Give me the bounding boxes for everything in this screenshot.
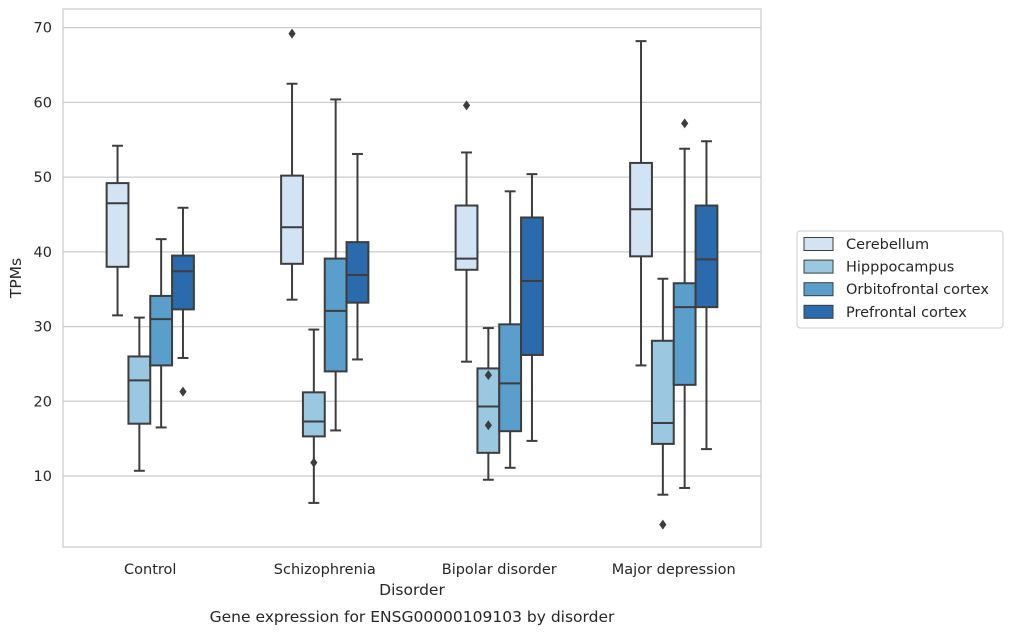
box-prefrontal-cortex <box>694 140 719 451</box>
legend: Cerebellum Hipppocampus Orbitofrontal cort… <box>796 230 1004 329</box>
outlier-point <box>179 386 187 397</box>
box-prefrontal-cortex <box>520 173 544 442</box>
box-series <box>105 28 719 530</box>
box-iqr <box>672 282 697 386</box>
y-tick-label: 40 <box>34 245 52 261</box>
outlier-point <box>484 420 492 431</box>
box-cerebellum <box>105 144 130 317</box>
box-iqr <box>498 323 523 433</box>
box-iqr <box>105 182 130 268</box>
legend-label: Hipppocampus <box>846 260 954 276</box>
gridlines <box>63 27 761 477</box>
y-tick-label: 20 <box>34 394 52 410</box>
box-iqr <box>280 174 304 265</box>
y-tick-label: 50 <box>34 170 52 186</box>
box-cerebellum <box>280 28 304 301</box>
legend-label: Orbitofrontal cortex <box>846 282 989 298</box>
outlier-point <box>288 28 296 39</box>
legend-frame <box>796 230 1004 329</box>
box-orbitofrontal-cortex <box>672 118 697 489</box>
x-tick-label: Bipolar disorder <box>442 562 557 578</box>
x-tick-label: Control <box>124 562 176 578</box>
y-tick-labels: 10 20 30 40 50 60 70 <box>34 21 52 485</box>
legend-swatch <box>803 282 834 297</box>
outlier-point <box>462 100 471 111</box>
x-tick-label: Major depression <box>612 562 736 578</box>
box-prefrontal-cortex <box>345 152 370 361</box>
x-axis-label: Disorder <box>379 581 445 599</box>
box-iqr <box>694 204 719 309</box>
box-iqr <box>127 355 152 425</box>
chart-caption: Gene expression for ENSG00000109103 by d… <box>210 608 615 626</box>
y-tick-label: 60 <box>34 95 52 111</box>
legend-label: Prefrontal cortex <box>846 305 967 321</box>
box-iqr <box>520 216 544 356</box>
box-hipppocampus <box>476 327 501 481</box>
box-iqr <box>301 391 326 438</box>
box-iqr <box>650 339 675 445</box>
y-axis-label: TPMs <box>7 258 25 299</box>
outlier-point <box>659 519 667 530</box>
box-cerebellum <box>454 100 479 363</box>
outlier-point <box>484 370 492 381</box>
y-tick-label: 30 <box>34 320 52 336</box>
box-cerebellum <box>629 40 653 367</box>
outlier-point <box>310 457 318 468</box>
legend-swatch <box>803 237 834 251</box>
box-iqr <box>323 257 348 373</box>
y-tick-label: 10 <box>34 469 52 485</box>
legend-swatch <box>803 304 834 319</box>
box-hipppocampus <box>650 277 675 530</box>
x-tick-label: Schizophrenia <box>274 562 376 578</box>
x-tick-labels: Control Schizophrenia Bipolar disorder Majo… <box>124 562 736 578</box>
box-iqr <box>345 241 370 304</box>
box-iqr <box>149 294 174 367</box>
box-hipppocampus <box>301 328 326 504</box>
box-orbitofrontal-cortex <box>323 98 348 432</box>
box-iqr <box>454 204 479 271</box>
plot-frame <box>62 8 762 548</box>
y-tick-label: 70 <box>34 21 52 37</box>
box-orbitofrontal-cortex <box>149 238 174 429</box>
box-prefrontal-cortex <box>171 206 195 397</box>
box-orbitofrontal-cortex <box>498 190 523 469</box>
box-iqr <box>171 254 195 311</box>
outlier-point <box>681 118 689 129</box>
box-iqr <box>476 367 501 454</box>
box-hipppocampus <box>127 316 152 472</box>
legend-swatch <box>803 259 834 274</box>
legend-label: Cerebellum <box>846 237 929 253</box>
